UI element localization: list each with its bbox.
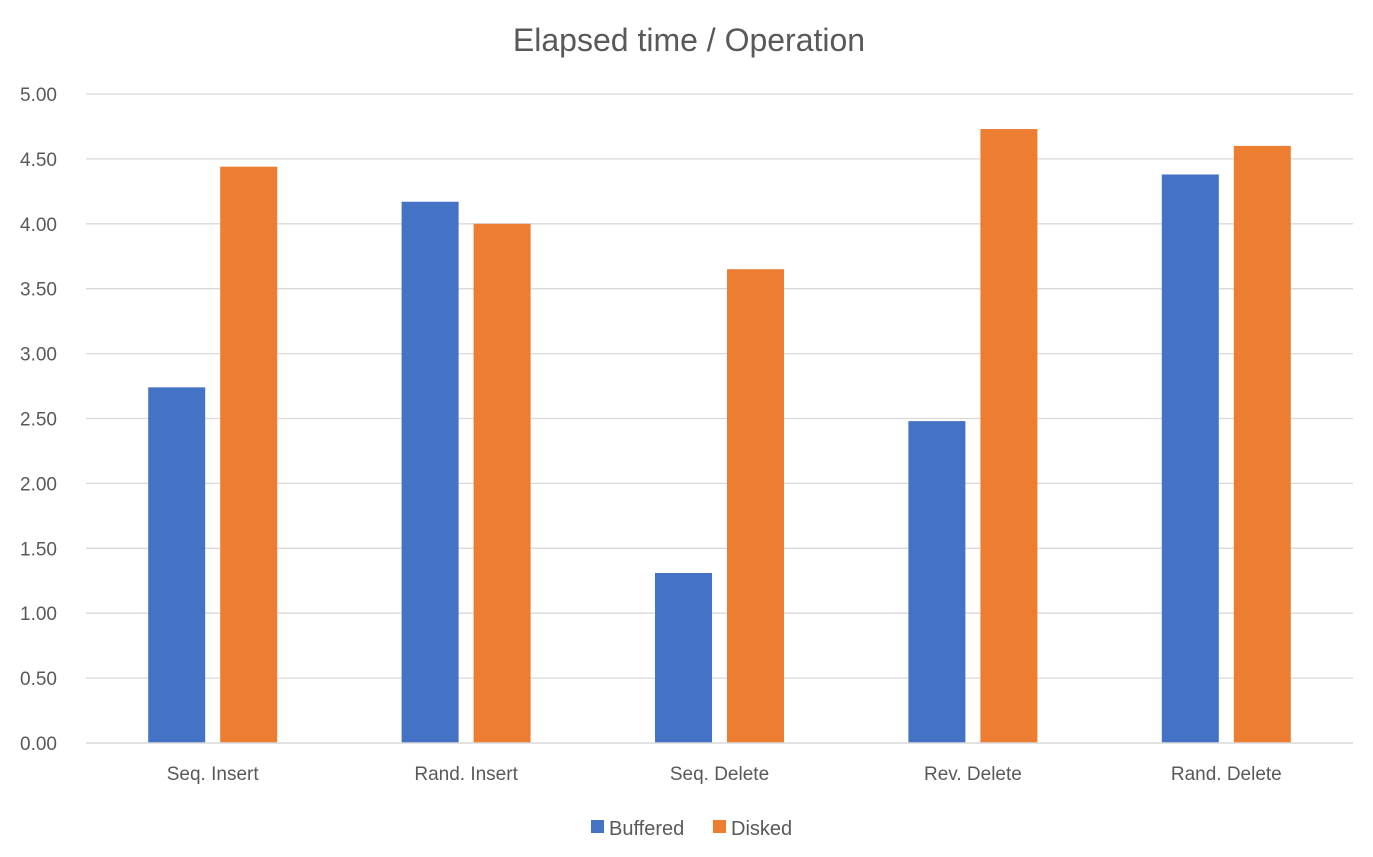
bars bbox=[148, 129, 1291, 744]
y-tick-label: 2.00 bbox=[20, 474, 57, 495]
bar-buffered-0 bbox=[148, 387, 206, 743]
x-category-label: Rev. Delete bbox=[924, 764, 1022, 785]
y-tick-label: 3.00 bbox=[20, 345, 57, 366]
x-category-label: Seq. Insert bbox=[167, 764, 260, 785]
y-tick-label: 4.00 bbox=[20, 215, 57, 236]
y-tick-label: 2.50 bbox=[20, 410, 57, 431]
x-category-label: Seq. Delete bbox=[670, 764, 769, 785]
bar-disked-0 bbox=[220, 166, 278, 744]
y-tick-label: 4.50 bbox=[20, 150, 57, 171]
bar-disked-4 bbox=[1233, 145, 1291, 744]
chart-title: Elapsed time / Operation bbox=[513, 22, 865, 58]
x-category-label: Rand. Delete bbox=[1171, 764, 1282, 785]
y-axis-ticks: 0.00 0.50 1.00 1.50 2.00 2.50 3.00 3.50 4.00 4.50… bbox=[20, 85, 57, 755]
legend-swatch bbox=[591, 820, 604, 833]
legend[interactable]: Buffered Disked bbox=[591, 818, 792, 840]
y-tick-label: 0.00 bbox=[20, 734, 57, 755]
bar-disked-2 bbox=[727, 269, 784, 743]
y-tick-label: 0.50 bbox=[20, 669, 57, 690]
legend-item-buffered[interactable]: Buffered bbox=[591, 818, 684, 840]
bar-disked-1 bbox=[473, 223, 531, 744]
bar-disked-3 bbox=[980, 129, 1038, 743]
bar-buffered-3 bbox=[908, 421, 966, 743]
x-axis-categories: Seq. Insert Rand. Insert Seq. Delete Rev. D… bbox=[167, 764, 1282, 785]
x-category-label: Rand. Insert bbox=[414, 764, 518, 785]
y-tick-label: 1.00 bbox=[20, 604, 57, 625]
bar-buffered-2 bbox=[655, 572, 712, 743]
legend-label: Buffered bbox=[609, 818, 684, 840]
y-tick-label: 3.50 bbox=[20, 280, 57, 301]
legend-label: Disked bbox=[731, 818, 792, 840]
bar-buffered-1 bbox=[401, 201, 459, 743]
legend-swatch bbox=[713, 820, 726, 833]
y-tick-label: 5.00 bbox=[20, 85, 57, 106]
bar-buffered-4 bbox=[1161, 174, 1219, 743]
y-tick-label: 1.50 bbox=[20, 539, 57, 560]
gridlines bbox=[86, 93, 1353, 679]
legend-item-disked[interactable]: Disked bbox=[713, 818, 792, 840]
